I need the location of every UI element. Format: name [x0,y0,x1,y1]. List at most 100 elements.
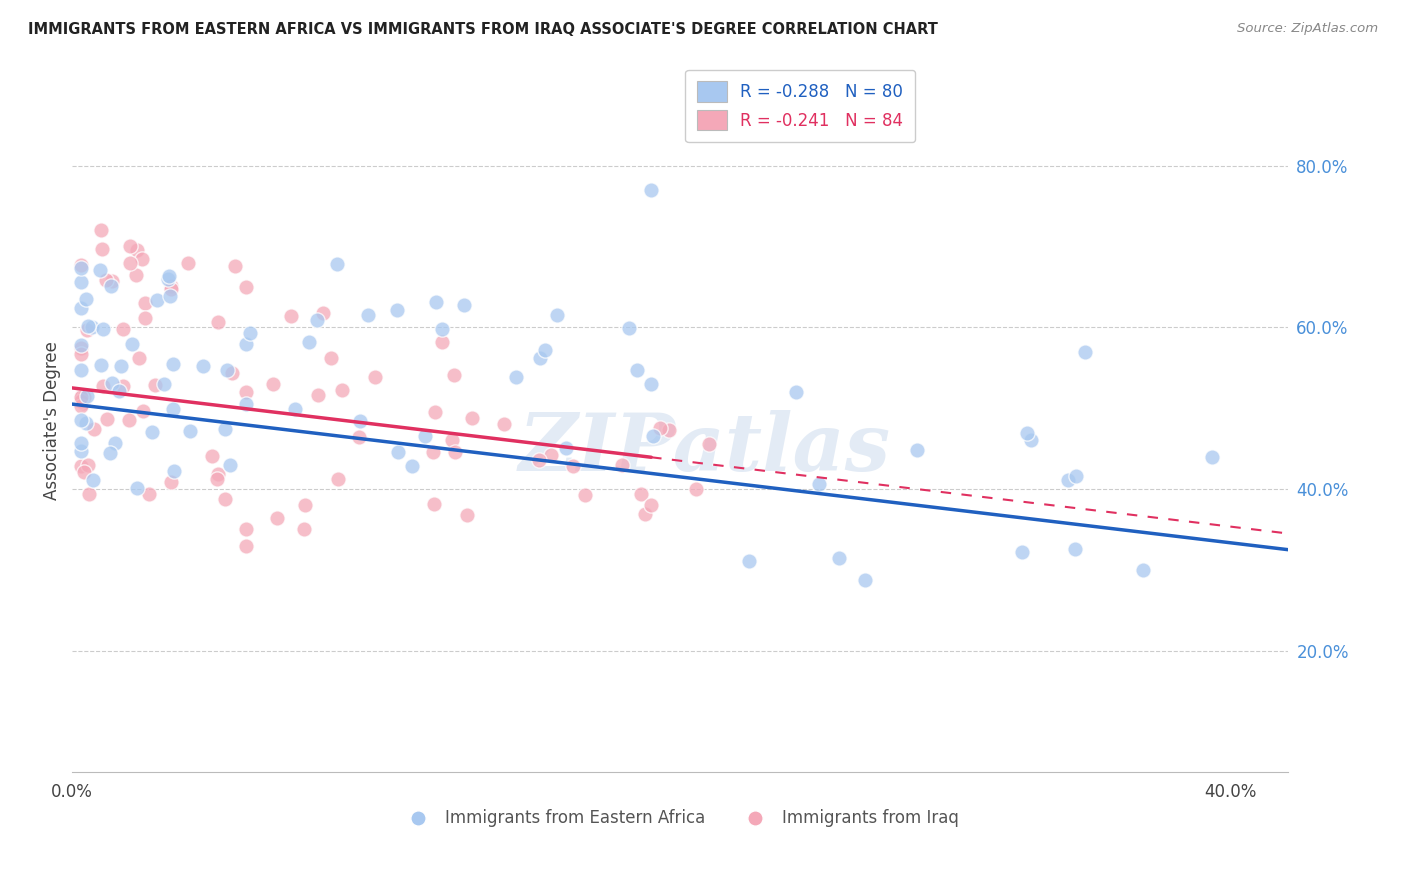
Point [75,416,97,430]
Point [224,259,246,273]
Point [443,368,465,383]
Point [82,319,104,334]
Point [1017,425,1039,440]
Point [90,358,112,372]
Point [125,268,148,282]
Point [94,273,117,287]
Point [70,388,93,402]
Point [785,384,807,399]
Point [70,258,93,272]
Point [294,499,316,513]
Point [634,507,657,521]
Point [326,257,349,271]
Point [356,308,378,322]
Point [494,417,516,431]
Point [127,243,149,257]
Text: ZIPatlas: ZIPatlas [519,409,890,487]
Point [120,255,142,269]
Point [1011,545,1033,559]
Point [100,376,122,391]
Point [90,242,112,256]
Point [330,383,353,397]
Point [111,322,134,336]
Point [574,488,596,502]
Point [326,472,349,486]
Point [193,359,215,373]
Point [266,511,288,525]
Point [828,550,851,565]
Point [70,275,93,289]
Point [163,464,186,478]
Point [100,278,122,293]
Point [207,315,229,329]
Point [423,497,446,511]
Point [363,369,385,384]
Point [118,413,141,427]
Point [658,423,681,437]
Point [217,363,239,377]
Point [82,473,104,487]
Point [284,401,307,416]
Point [132,404,155,418]
Point [160,279,183,293]
Point [89,262,111,277]
Point [443,444,465,458]
Point [76,389,98,403]
Point [101,274,124,288]
Point [527,453,550,467]
Point [143,377,166,392]
Point [540,448,562,462]
Point [425,294,447,309]
Point [152,376,174,391]
Point [76,322,98,336]
Point [218,458,240,472]
Point [91,379,114,393]
Point [77,487,100,501]
Point [70,338,93,352]
Point [73,466,96,480]
Point [70,435,93,450]
Point [650,420,672,434]
Point [128,351,150,365]
Point [461,411,484,425]
Point [138,487,160,501]
Point [91,322,114,336]
Point [235,539,257,553]
Point [77,458,100,473]
Point [120,239,142,253]
Point [612,458,634,472]
Point [146,293,169,307]
Point [905,443,928,458]
Point [312,306,335,320]
Point [157,269,180,284]
Point [131,252,153,266]
Point [640,376,662,391]
Point [307,313,329,327]
Point [235,337,257,351]
Point [307,388,329,402]
Point [1064,541,1087,556]
Point [72,396,94,410]
Point [70,444,93,458]
Point [440,433,463,447]
Point [201,450,224,464]
Point [640,183,662,197]
Point [104,436,127,450]
Point [98,446,121,460]
Point [349,414,371,428]
Point [456,508,478,522]
Point [546,308,568,322]
Point [221,367,243,381]
Point [73,390,96,404]
Point [619,321,641,335]
Point [134,296,156,310]
Point [121,336,143,351]
Point [738,554,761,568]
Point [108,384,131,398]
Point [262,377,284,392]
Point [75,293,97,307]
Point [1074,344,1097,359]
Point [70,301,93,315]
Point [177,255,200,269]
Point [96,412,118,426]
